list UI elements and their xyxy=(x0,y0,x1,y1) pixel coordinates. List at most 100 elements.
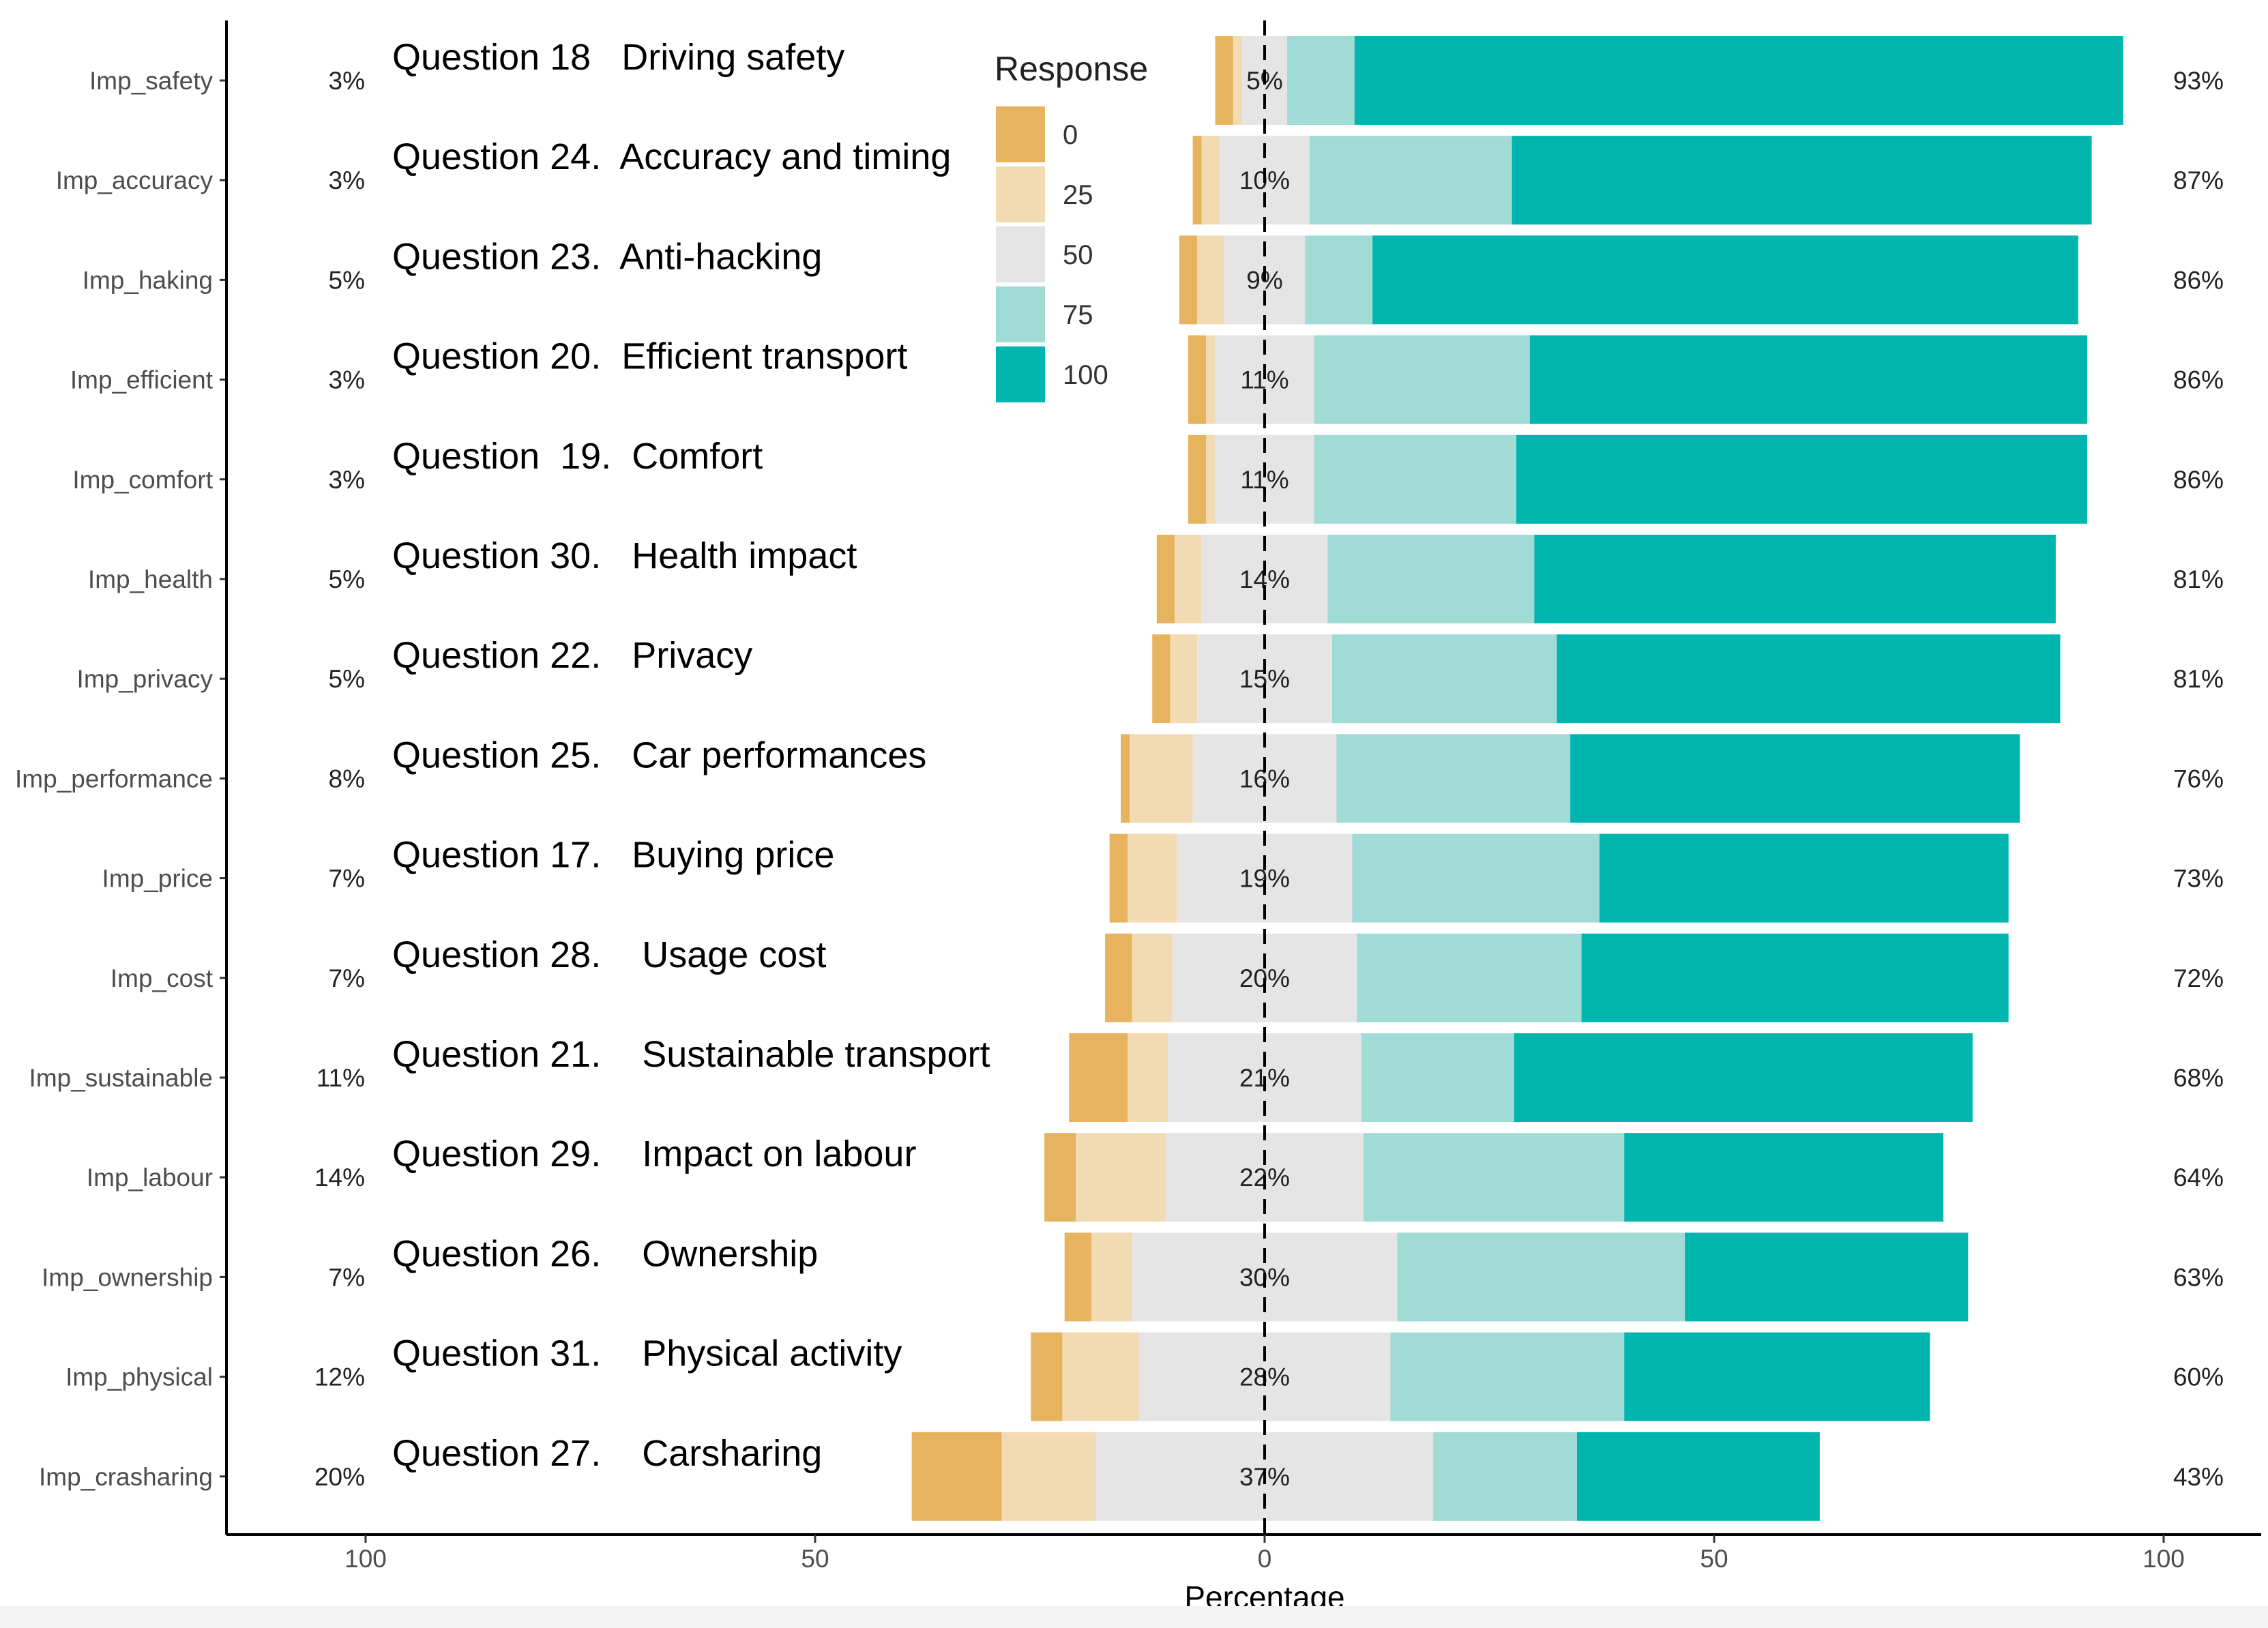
bar-Imp_efficient-resp-0 xyxy=(1188,335,1207,424)
y-tick-label: Imp_cost xyxy=(111,964,213,992)
question-label: Question 17. Buying price xyxy=(392,835,834,876)
bar-Imp_health-resp-0 xyxy=(1156,535,1175,623)
bar-Imp_efficient-resp-75 xyxy=(1314,335,1530,424)
low-pct-label: 3% xyxy=(329,166,365,194)
bar-Imp_labour-resp-25 xyxy=(1076,1133,1166,1222)
bar-Imp_cost-resp-100 xyxy=(1581,933,2009,1022)
bar-Imp_ownership-resp-25 xyxy=(1091,1232,1132,1322)
question-label: Question 30. Health impact xyxy=(392,535,857,576)
y-tick-label: Imp_accuracy xyxy=(56,166,213,194)
high-pct-label: 76% xyxy=(2173,765,2224,793)
y-tick-label: Imp_privacy xyxy=(77,665,213,693)
bar-Imp_price-resp-25 xyxy=(1128,833,1177,923)
bar-Imp_physical-resp-0 xyxy=(1031,1332,1063,1421)
bar-Imp_sustainable-resp-0 xyxy=(1069,1033,1128,1122)
legend-label-25: 25 xyxy=(1063,180,1093,210)
bar-Imp_safety-resp-0 xyxy=(1215,36,1233,125)
legend-label-50: 50 xyxy=(1063,240,1093,270)
y-tick-label: Imp_crasharing xyxy=(39,1463,213,1491)
bar-Imp_crasharing-resp-100 xyxy=(1577,1432,1820,1521)
question-label: Question 27. Carsharing xyxy=(392,1433,822,1474)
bar-Imp_comfort-resp-0 xyxy=(1188,434,1207,524)
y-tick-label: Imp_sustainable xyxy=(29,1064,213,1092)
low-pct-label: 5% xyxy=(329,665,365,693)
bar-Imp_accuracy-resp-25 xyxy=(1201,136,1220,225)
bar-Imp_comfort-resp-100 xyxy=(1516,434,2087,524)
legend-swatch-50 xyxy=(996,226,1045,282)
bar-Imp_sustainable-resp-25 xyxy=(1128,1033,1168,1122)
x-tick-label: 0 xyxy=(1258,1545,1272,1573)
y-tick-label: Imp_health xyxy=(88,565,213,593)
legend-label-75: 75 xyxy=(1063,300,1093,330)
bar-Imp_safety-resp-25 xyxy=(1233,36,1243,125)
bar-Imp_physical-resp-100 xyxy=(1624,1332,1930,1421)
high-pct-label: 68% xyxy=(2173,1064,2224,1092)
high-pct-label: 86% xyxy=(2173,366,2224,394)
high-pct-label: 86% xyxy=(2173,466,2224,494)
bar-Imp_comfort-resp-75 xyxy=(1314,434,1517,524)
y-tick-label: Imp_efficient xyxy=(70,366,213,394)
question-label: Question 18 Driving safety xyxy=(392,37,844,78)
bar-Imp_price-resp-100 xyxy=(1599,833,2009,923)
bar-Imp_sustainable-resp-100 xyxy=(1514,1033,1973,1122)
legend-swatch-25 xyxy=(996,166,1045,222)
legend-label-0: 0 xyxy=(1063,120,1078,150)
question-label: Question 29. Impact on labour xyxy=(392,1134,916,1174)
low-pct-label: 7% xyxy=(329,964,365,992)
high-pct-label: 64% xyxy=(2173,1164,2224,1192)
bar-Imp_privacy-resp-100 xyxy=(1557,634,2061,724)
bar-Imp_haking-resp-100 xyxy=(1372,235,2078,325)
bar-Imp_performance-resp-25 xyxy=(1130,734,1193,823)
bar-Imp_accuracy-resp-0 xyxy=(1192,136,1202,225)
y-tick-label: Imp_safety xyxy=(89,67,213,95)
high-pct-label: 63% xyxy=(2173,1263,2224,1291)
low-pct-label: 8% xyxy=(329,765,365,793)
bar-Imp_health-resp-25 xyxy=(1175,535,1202,623)
bar-Imp_performance-resp-0 xyxy=(1121,734,1130,823)
y-tick-label: Imp_labour xyxy=(87,1164,213,1192)
high-pct-label: 87% xyxy=(2173,166,2224,194)
bar-Imp_labour-resp-100 xyxy=(1624,1133,1944,1222)
bar-Imp_efficient-resp-100 xyxy=(1529,335,2087,424)
bar-Imp_cost-resp-0 xyxy=(1105,933,1132,1022)
y-tick-label: Imp_price xyxy=(102,865,213,893)
low-pct-label: 3% xyxy=(329,466,365,494)
low-pct-label: 7% xyxy=(329,865,365,893)
question-label: Question 26. Ownership xyxy=(392,1233,818,1274)
x-tick-label: 100 xyxy=(344,1545,387,1573)
bar-Imp_crasharing-resp-0 xyxy=(911,1432,1002,1521)
legend-swatch-0 xyxy=(996,106,1045,162)
bar-Imp_health-resp-75 xyxy=(1327,535,1535,623)
bar-Imp_ownership-resp-75 xyxy=(1397,1232,1685,1322)
y-tick-label: Imp_comfort xyxy=(72,466,213,494)
bar-Imp_haking-resp-0 xyxy=(1179,235,1198,325)
high-pct-label: 93% xyxy=(2173,67,2224,95)
low-pct-label: 3% xyxy=(329,366,365,394)
legend-swatch-100 xyxy=(996,346,1045,402)
bar-Imp_physical-resp-25 xyxy=(1062,1332,1139,1421)
low-pct-label: 11% xyxy=(316,1064,365,1092)
high-pct-label: 43% xyxy=(2173,1463,2224,1491)
bar-Imp_cost-resp-25 xyxy=(1132,933,1173,1022)
bar-Imp_performance-resp-100 xyxy=(1570,734,2020,823)
question-label: Question 28. Usage cost xyxy=(392,934,826,975)
low-pct-label: 20% xyxy=(314,1463,365,1491)
legend-label-100: 100 xyxy=(1063,360,1108,390)
bars-layer xyxy=(911,36,2123,1521)
bar-Imp_price-resp-75 xyxy=(1352,833,1600,923)
low-pct-label: 7% xyxy=(329,1263,365,1291)
bar-Imp_safety-resp-75 xyxy=(1286,36,1355,125)
bar-Imp_crasharing-resp-75 xyxy=(1433,1432,1578,1521)
bar-Imp_physical-resp-75 xyxy=(1390,1332,1625,1421)
question-label: Question 22. Privacy xyxy=(392,635,752,676)
question-label: Question 25. Car performances xyxy=(392,735,926,775)
bar-Imp_haking-resp-25 xyxy=(1197,235,1224,325)
high-pct-label: 86% xyxy=(2173,266,2224,294)
bar-Imp_performance-resp-75 xyxy=(1336,734,1571,823)
bar-Imp_accuracy-resp-100 xyxy=(1512,136,2092,225)
bar-Imp_ownership-resp-0 xyxy=(1064,1232,1092,1322)
bar-Imp_cost-resp-75 xyxy=(1357,933,1582,1022)
high-pct-label: 72% xyxy=(2173,964,2224,992)
low-pct-label: 5% xyxy=(329,266,365,294)
